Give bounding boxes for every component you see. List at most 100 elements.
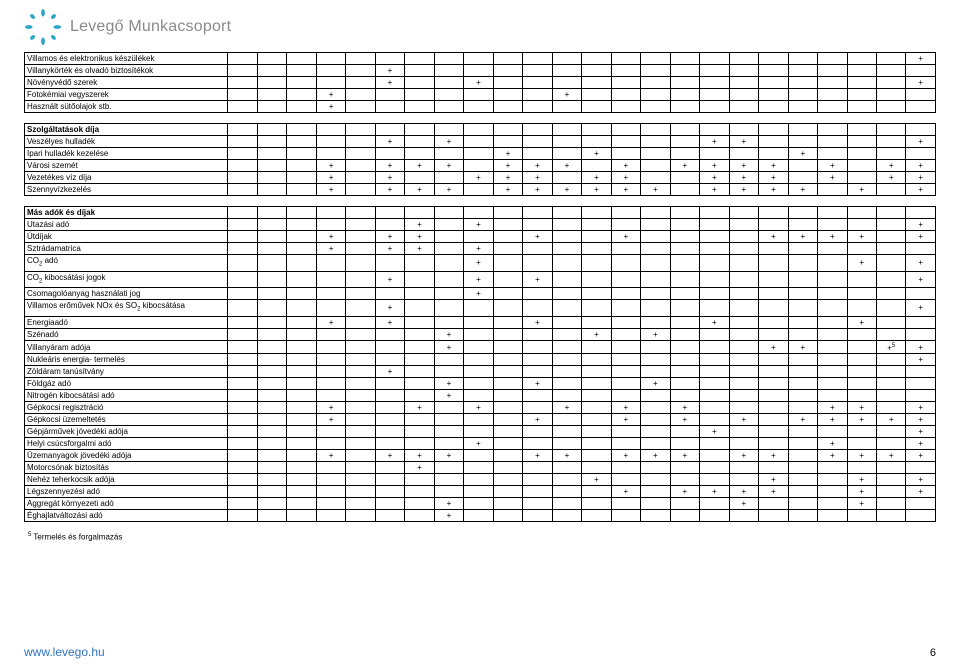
mark-cell: [493, 316, 522, 328]
mark-cell: [257, 378, 286, 390]
mark-cell: [287, 184, 316, 196]
row-label: Utazási adó: [25, 219, 228, 231]
mark-cell: [729, 243, 758, 255]
row-label: Városi szemét: [25, 160, 228, 172]
mark-cell: [346, 271, 375, 288]
mark-cell: [434, 89, 463, 101]
mark-cell: +: [906, 231, 936, 243]
mark-cell: [346, 354, 375, 366]
mark-cell: [228, 243, 257, 255]
mark-cell: [287, 53, 316, 65]
mark-cell: +: [641, 450, 670, 462]
mark-cell: [729, 255, 758, 272]
mark-cell: [523, 101, 552, 113]
row-label: Gépjárművek jövedéki adója: [25, 426, 228, 438]
mark-cell: +: [818, 414, 847, 426]
mark-cell: [346, 243, 375, 255]
row-label: Villanyáram adója: [25, 340, 228, 354]
mark-cell: [582, 160, 611, 172]
mark-cell: [405, 426, 434, 438]
mark-cell: [818, 474, 847, 486]
mark-cell: [906, 65, 936, 77]
mark-cell: +: [847, 402, 876, 414]
mark-cell: [729, 474, 758, 486]
mark-cell: [582, 101, 611, 113]
section-table: Villamos és elektronikus készülékek+Vill…: [24, 52, 936, 113]
mark-cell: [670, 426, 699, 438]
mark-cell: [552, 426, 581, 438]
table-row: Energiaadó+++++: [25, 316, 936, 328]
mark-cell: +: [582, 474, 611, 486]
mark-cell: [523, 474, 552, 486]
mark-cell: [228, 53, 257, 65]
mark-cell: [464, 316, 493, 328]
mark-cell: [788, 426, 817, 438]
mark-cell: [464, 450, 493, 462]
mark-cell: [877, 207, 906, 219]
mark-cell: [847, 243, 876, 255]
mark-cell: [434, 219, 463, 231]
mark-cell: [316, 207, 345, 219]
mark-cell: [228, 184, 257, 196]
mark-cell: [257, 316, 286, 328]
mark-cell: [316, 255, 345, 272]
mark-cell: [375, 510, 404, 522]
mark-cell: [877, 184, 906, 196]
mark-cell: [434, 172, 463, 184]
footnote: 5 Termelés és forgalmazás: [28, 532, 936, 542]
mark-cell: [434, 101, 463, 113]
mark-cell: [228, 160, 257, 172]
mark-cell: [464, 414, 493, 426]
mark-cell: [405, 53, 434, 65]
mark-cell: [228, 77, 257, 89]
mark-cell: [788, 474, 817, 486]
mark-cell: [582, 136, 611, 148]
row-label: Villamos és elektronikus készülékek: [25, 53, 228, 65]
mark-cell: [700, 474, 729, 486]
mark-cell: [405, 498, 434, 510]
mark-cell: [316, 288, 345, 300]
mark-cell: [818, 148, 847, 160]
mark-cell: [346, 65, 375, 77]
mark-cell: [906, 390, 936, 402]
mark-cell: [228, 354, 257, 366]
mark-cell: [582, 243, 611, 255]
mark-cell: [257, 354, 286, 366]
mark-cell: [552, 288, 581, 300]
mark-cell: [316, 77, 345, 89]
mark-cell: [228, 462, 257, 474]
mark-cell: +: [405, 219, 434, 231]
mark-cell: [670, 316, 699, 328]
mark-cell: [375, 101, 404, 113]
mark-cell: [670, 366, 699, 378]
mark-cell: [434, 426, 463, 438]
mark-cell: [847, 300, 876, 317]
mark-cell: [641, 366, 670, 378]
mark-cell: [464, 462, 493, 474]
mark-cell: +: [316, 450, 345, 462]
mark-cell: [434, 414, 463, 426]
mark-cell: [877, 65, 906, 77]
mark-cell: [464, 65, 493, 77]
mark-cell: +: [405, 450, 434, 462]
mark-cell: [493, 219, 522, 231]
mark-cell: [552, 462, 581, 474]
mark-cell: [877, 390, 906, 402]
mark-cell: [582, 65, 611, 77]
mark-cell: [228, 438, 257, 450]
mark-cell: +: [405, 160, 434, 172]
mark-cell: [228, 255, 257, 272]
mark-cell: +: [788, 231, 817, 243]
mark-cell: [847, 438, 876, 450]
mark-cell: [582, 438, 611, 450]
mark-cell: [729, 300, 758, 317]
mark-cell: +: [847, 498, 876, 510]
mark-cell: +: [729, 160, 758, 172]
mark-cell: [582, 390, 611, 402]
mark-cell: +: [316, 414, 345, 426]
table-row: Üzemanyagok jövedéki adója++++++++++++++…: [25, 450, 936, 462]
mark-cell: [257, 390, 286, 402]
mark-cell: [906, 243, 936, 255]
mark-cell: [641, 231, 670, 243]
mark-cell: +: [523, 184, 552, 196]
